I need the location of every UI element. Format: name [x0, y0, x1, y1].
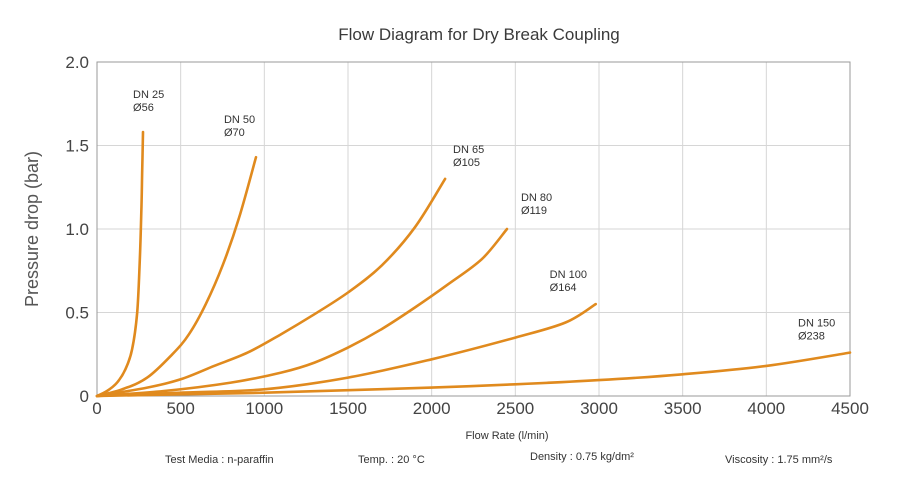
y-tick-label: 2.0 [65, 53, 89, 72]
series-label-name: DN 65 [453, 144, 484, 156]
series-label-name: DN 80 [521, 192, 552, 204]
series-line-dn-65 [95, 177, 447, 398]
series-label-name: DN 50 [224, 114, 255, 126]
x-tick-label: 3000 [580, 399, 618, 418]
series-line-dn-100 [95, 302, 597, 398]
x-tick-label: 2500 [496, 399, 534, 418]
y-axis-label: Pressure drop (bar) [22, 151, 42, 307]
y-tick-label: 0.5 [65, 304, 89, 323]
series-label-diameter: Ø70 [224, 127, 245, 139]
series-label-diameter: Ø164 [550, 282, 577, 294]
plot-frame [96, 61, 851, 397]
series-label-diameter: Ø105 [453, 157, 480, 169]
series-label-name: DN 25 [133, 89, 164, 101]
x-tick-labels: 0 500 1000 1500 2000 2500 3000 3500 4000 4500 [92, 399, 869, 418]
x-tick-label: 1000 [245, 399, 283, 418]
series-label-diameter: Ø56 [133, 102, 154, 114]
series-line-dn-25 [95, 130, 145, 398]
series-label-diameter: Ø119 [521, 205, 547, 217]
x-tick-label: 0 [92, 399, 101, 418]
x-tick-label: 4500 [831, 399, 869, 418]
y-tick-labels: 0 0.5 1.0 1.5 2.0 [65, 53, 89, 406]
x-tick-label: 3500 [664, 399, 702, 418]
series-label-name: DN 150 [798, 318, 835, 330]
footer-media: Test Media : n-paraffin [165, 454, 274, 466]
series-label-name: DN 100 [550, 269, 587, 281]
series-line-dn-150 [95, 351, 852, 398]
y-tick-label: 0 [80, 387, 89, 406]
footer-temp: Temp. : 20 °C [358, 454, 425, 466]
x-tick-label: 4000 [747, 399, 785, 418]
series-line-dn-80 [95, 227, 509, 398]
x-tick-label: 2000 [413, 399, 451, 418]
x-tick-label: 500 [166, 399, 194, 418]
y-tick-label: 1.5 [65, 137, 89, 156]
grid [97, 62, 850, 396]
x-tick-label: 1500 [329, 399, 367, 418]
series-curves [95, 130, 852, 398]
footer-viscosity: Viscosity : 1.75 mm²/s [725, 454, 833, 466]
footer-density: Density : 0.75 kg/dm² [530, 451, 634, 463]
series-label-diameter: Ø238 [798, 331, 825, 343]
x-axis-label: Flow Rate (l/min) [465, 430, 548, 442]
chart-title: Flow Diagram for Dry Break Coupling [338, 25, 620, 44]
y-tick-label: 1.0 [65, 220, 89, 239]
series-line-dn-50 [95, 155, 258, 398]
